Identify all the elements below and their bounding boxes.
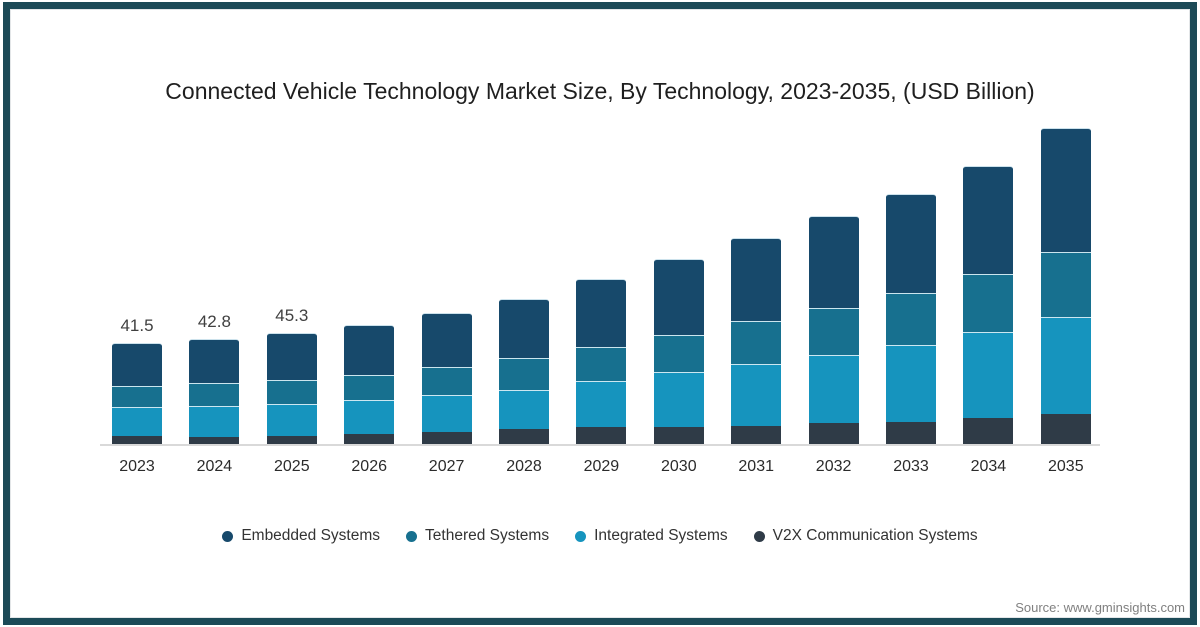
bar-segment-tethered-systems-2028 xyxy=(499,357,549,390)
x-tick-2027: 2027 xyxy=(428,458,465,475)
bar-segment-v2x-communication-systems-2028 xyxy=(499,429,549,445)
bar-segment-integrated-systems-2023 xyxy=(112,406,162,436)
bar-segment-v2x-communication-systems-2032 xyxy=(808,423,859,445)
x-tick-2031: 2031 xyxy=(738,458,774,475)
data-label-2024: 42.8 xyxy=(197,312,231,332)
bar-segment-tethered-systems-2033 xyxy=(886,292,936,345)
bar-2035 xyxy=(1040,127,1091,445)
bar-segment-tethered-systems-2031 xyxy=(731,320,782,364)
bar-segment-integrated-systems-2028 xyxy=(499,389,549,430)
bar-segment-tethered-systems-2023 xyxy=(112,385,162,407)
bar-segment-tethered-systems-2024 xyxy=(189,383,240,407)
bar-segment-integrated-systems-2027 xyxy=(421,395,472,433)
bar-segment-embedded-systems-2030 xyxy=(653,258,704,335)
legend-item-v2x-communication-systems: V2X Communication Systems xyxy=(753,527,978,545)
legend: Embedded Systems Tethered Systems Integrat… xyxy=(0,527,1200,545)
bar-segment-v2x-communication-systems-2024 xyxy=(189,436,240,445)
bar-segment-embedded-systems-2029 xyxy=(576,278,627,347)
bar-segment-v2x-communication-systems-2031 xyxy=(731,425,782,445)
bar-segment-integrated-systems-2026 xyxy=(344,400,395,435)
bar-segment-embedded-systems-2034 xyxy=(963,166,1014,275)
bar-2026 xyxy=(344,325,395,445)
bar-2032 xyxy=(808,216,859,445)
bar-segment-tethered-systems-2035 xyxy=(1040,251,1091,318)
bar-segment-v2x-communication-systems-2026 xyxy=(344,434,395,445)
bar-segment-tethered-systems-2027 xyxy=(421,366,472,396)
bar-segment-integrated-systems-2031 xyxy=(731,363,782,426)
bar-2031 xyxy=(731,237,782,445)
x-tick-2034: 2034 xyxy=(970,458,1007,475)
legend-label-integrated-systems: Integrated Systems xyxy=(594,527,728,544)
bar-segment-v2x-communication-systems-2034 xyxy=(963,418,1014,445)
bar-segment-tethered-systems-2026 xyxy=(344,374,395,401)
bar-2030 xyxy=(653,258,704,445)
bar-2028 xyxy=(499,298,549,445)
bar-segment-embedded-systems-2031 xyxy=(731,237,782,321)
x-tick-2025: 2025 xyxy=(274,458,310,475)
bar-segment-embedded-systems-2028 xyxy=(499,298,549,358)
bar-segment-tethered-systems-2025 xyxy=(266,379,317,404)
legend-label-embedded-systems: Embedded Systems xyxy=(241,527,381,544)
bar-segment-embedded-systems-2023 xyxy=(112,342,162,386)
bar-2029 xyxy=(576,278,627,445)
x-axis-line xyxy=(100,444,1100,446)
bar-segment-v2x-communication-systems-2023 xyxy=(112,435,162,445)
bar-segment-integrated-systems-2029 xyxy=(576,381,627,427)
x-tick-2024: 2024 xyxy=(196,458,233,475)
bar-segment-integrated-systems-2030 xyxy=(653,371,704,427)
legend-label-v2x-communication-systems: V2X Communication Systems xyxy=(772,527,978,544)
x-tick-2035: 2035 xyxy=(1048,458,1084,475)
bar-segment-v2x-communication-systems-2029 xyxy=(576,426,627,445)
x-tick-2033: 2033 xyxy=(893,458,929,475)
bar-segment-embedded-systems-2033 xyxy=(886,193,936,293)
bar-2024: 42.8 xyxy=(189,312,240,445)
bar-segment-integrated-systems-2032 xyxy=(808,355,859,424)
legend-item-tethered-systems: Tethered Systems xyxy=(406,527,549,545)
bar-segment-embedded-systems-2032 xyxy=(808,216,859,309)
bar-segment-tethered-systems-2032 xyxy=(808,308,859,356)
source-text: Source: www.gminsights.com xyxy=(1015,600,1185,615)
bar-segment-v2x-communication-systems-2027 xyxy=(421,432,472,445)
bar-segment-integrated-systems-2034 xyxy=(963,332,1014,419)
x-tick-2026: 2026 xyxy=(351,458,387,475)
data-label-2025: 45.3 xyxy=(275,306,309,326)
bar-segment-integrated-systems-2025 xyxy=(266,403,317,437)
bar-segment-integrated-systems-2033 xyxy=(886,344,936,423)
x-tick-2029: 2029 xyxy=(583,458,620,475)
bar-2033 xyxy=(886,193,936,445)
bar-2034 xyxy=(963,166,1014,445)
x-tick-2028: 2028 xyxy=(506,458,542,475)
bar-segment-embedded-systems-2025 xyxy=(266,333,317,380)
bar-segment-embedded-systems-2035 xyxy=(1040,127,1091,252)
data-label-2023: 41.5 xyxy=(120,315,154,335)
bar-2025: 45.3 xyxy=(266,306,317,445)
x-tick-2030: 2030 xyxy=(661,458,697,475)
chart-title: Connected Vehicle Technology Market Size… xyxy=(165,78,1035,104)
bar-segment-embedded-systems-2026 xyxy=(344,325,395,375)
legend-marker-embedded-systems xyxy=(222,530,234,542)
bar-2027 xyxy=(421,313,472,445)
bar-2023: 41.5 xyxy=(112,316,162,445)
bar-segment-embedded-systems-2027 xyxy=(421,313,472,367)
bar-segment-embedded-systems-2024 xyxy=(189,339,240,384)
legend-marker-integrated-systems xyxy=(575,530,587,542)
legend-marker-tethered-systems xyxy=(406,530,418,542)
bar-segment-tethered-systems-2034 xyxy=(963,274,1014,333)
legend-marker-v2x-communication-systems xyxy=(753,530,765,542)
bar-segment-v2x-communication-systems-2033 xyxy=(886,422,936,445)
bar-segment-integrated-systems-2035 xyxy=(1040,317,1091,415)
legend-item-embedded-systems: Embedded Systems xyxy=(222,527,380,545)
legend-label-tethered-systems: Tethered Systems xyxy=(425,527,550,544)
bar-segment-v2x-communication-systems-2025 xyxy=(266,436,317,445)
legend-item-integrated-systems: Integrated Systems xyxy=(575,527,728,545)
bar-segment-tethered-systems-2029 xyxy=(576,346,627,382)
x-tick-2023: 2023 xyxy=(119,458,155,475)
bar-segment-v2x-communication-systems-2035 xyxy=(1040,414,1091,445)
x-tick-2032: 2032 xyxy=(815,458,852,475)
bar-segment-tethered-systems-2030 xyxy=(653,334,704,372)
plot-area: 41.5 42.8 45.3 xyxy=(100,100,1100,446)
bar-segment-v2x-communication-systems-2030 xyxy=(653,426,704,445)
bar-segment-integrated-systems-2024 xyxy=(189,406,240,437)
